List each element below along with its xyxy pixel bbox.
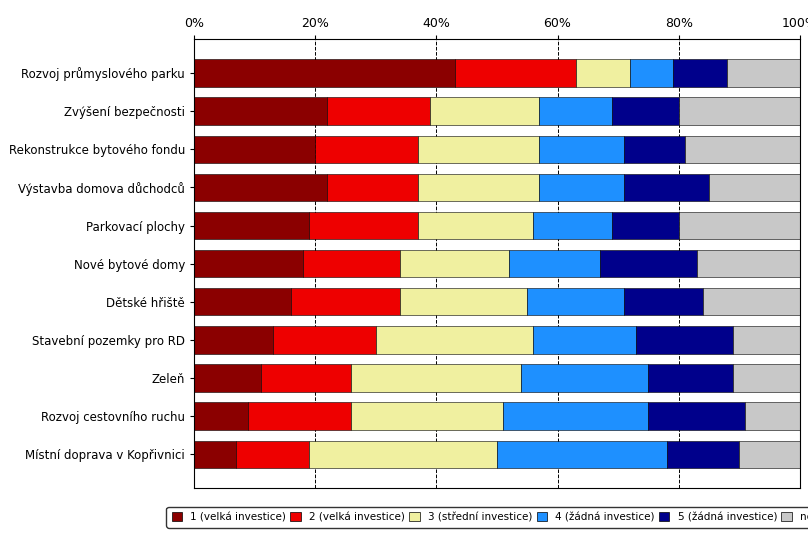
Bar [194,174,327,201]
Bar [309,441,497,468]
Bar [521,364,648,392]
Bar [272,326,376,354]
Bar [745,402,800,430]
Bar [612,212,679,239]
Bar [194,402,249,430]
Bar [376,326,533,354]
Bar [260,364,351,392]
Bar [194,288,291,315]
Bar [533,212,612,239]
Bar [540,98,612,125]
Bar [194,59,454,87]
Bar [679,98,800,125]
Bar [419,212,533,239]
Bar [249,402,351,430]
Bar [709,174,800,201]
Bar [734,364,800,392]
Bar [600,250,697,278]
Bar [194,326,272,354]
Bar [236,441,309,468]
Bar [630,59,672,87]
Bar [291,288,400,315]
Bar [528,288,625,315]
Bar [739,441,800,468]
Bar [703,288,800,315]
Bar [400,288,528,315]
Bar [667,441,739,468]
Legend: 1 (velká investice), 2 (velká investice), 3 (střední investice), 4 (žádná invest: 1 (velká investice), 2 (velká investice)… [166,507,808,527]
Bar [194,250,303,278]
Bar [540,174,625,201]
Bar [649,402,746,430]
Bar [194,364,260,392]
Bar [540,135,625,163]
Bar [575,59,630,87]
Bar [696,250,800,278]
Bar [679,212,800,239]
Bar [327,174,419,201]
Bar [685,135,800,163]
Bar [351,364,521,392]
Bar [194,441,236,468]
Bar [637,326,734,354]
Bar [419,174,540,201]
Bar [315,135,419,163]
Bar [734,326,800,354]
Bar [533,326,637,354]
Bar [625,174,709,201]
Bar [673,59,727,87]
Bar [194,98,327,125]
Bar [194,212,309,239]
Bar [649,364,734,392]
Bar [509,250,600,278]
Bar [612,98,679,125]
Bar [194,135,315,163]
Bar [625,288,703,315]
Bar [454,59,575,87]
Bar [497,441,667,468]
Bar [503,402,649,430]
Bar [303,250,400,278]
Bar [419,135,540,163]
Bar [327,98,430,125]
Bar [309,212,419,239]
Bar [400,250,509,278]
Bar [625,135,685,163]
Bar [727,59,800,87]
Bar [351,402,503,430]
Bar [430,98,540,125]
